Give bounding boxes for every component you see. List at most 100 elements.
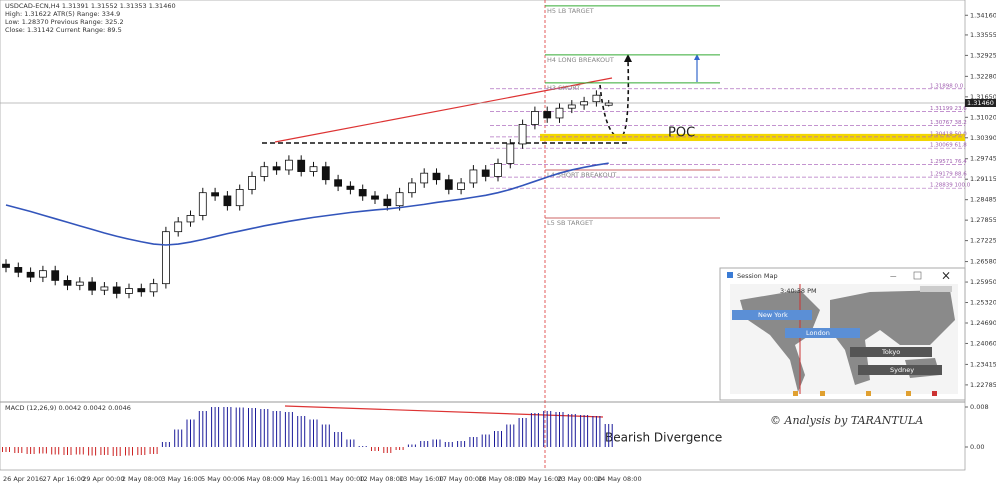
candle-body bbox=[395, 192, 404, 207]
header-line: Close: 1.31142 Current Range: 89.5 bbox=[5, 26, 122, 34]
fib-label: 1.30418 50.0 bbox=[930, 131, 967, 137]
candle-body bbox=[444, 179, 453, 190]
candle-body bbox=[407, 182, 416, 194]
candle-body bbox=[112, 286, 121, 294]
x-tick-label: 19 May 16:00 bbox=[518, 475, 563, 483]
candle-body bbox=[272, 166, 281, 171]
candle-body bbox=[88, 281, 96, 291]
candle-body bbox=[260, 166, 269, 177]
session-bar bbox=[858, 365, 942, 375]
fib-label: 1.29571 76.4 bbox=[930, 159, 967, 165]
candle-body bbox=[334, 179, 343, 187]
session-label: New York bbox=[758, 311, 788, 319]
y-tick-label: 1.31650 bbox=[970, 93, 996, 101]
candle-body bbox=[494, 163, 502, 177]
x-tick-label: 6 May 08:00 bbox=[241, 475, 281, 483]
maximize[interactable] bbox=[913, 271, 922, 280]
session-map: Session Map — × 3:40:38 PM New York Lond… bbox=[719, 267, 966, 401]
candle-body bbox=[383, 198, 392, 207]
y-tick-label: 0.008 bbox=[970, 403, 989, 411]
y-tick-label: 1.30390 bbox=[970, 134, 996, 142]
candle-body bbox=[161, 231, 170, 285]
candle-body bbox=[186, 215, 195, 223]
candle-body bbox=[223, 195, 232, 207]
candle-body bbox=[235, 189, 244, 207]
annotation: Bearish Divergence bbox=[605, 431, 722, 445]
x-tick-label: 18 May 08:00 bbox=[478, 475, 523, 483]
window-icon bbox=[727, 272, 733, 278]
session-tick bbox=[906, 391, 911, 396]
session-tick bbox=[866, 391, 871, 396]
candle-body bbox=[432, 172, 441, 181]
session-tick bbox=[793, 391, 798, 396]
y-tick-label: 1.25950 bbox=[970, 278, 996, 286]
candle-body bbox=[580, 101, 588, 106]
fib-label: 1.31199 23.6 bbox=[930, 106, 967, 112]
candle-body bbox=[137, 288, 146, 293]
y-tick-label: 1.23415 bbox=[970, 360, 996, 368]
candle-body bbox=[63, 280, 72, 286]
candle-body bbox=[149, 283, 158, 293]
x-tick-label: 23 May 00:00 bbox=[557, 475, 602, 483]
minimize[interactable]: — bbox=[890, 272, 897, 280]
candle-body bbox=[248, 176, 256, 190]
candle-body bbox=[457, 182, 466, 190]
fib-label: 1.29179 88.6 bbox=[930, 172, 967, 178]
candle-body bbox=[284, 159, 293, 171]
candle-body bbox=[75, 281, 84, 286]
candle-body bbox=[51, 270, 60, 281]
map-marker bbox=[920, 286, 952, 292]
session-label: London bbox=[806, 329, 830, 337]
session-tick bbox=[932, 391, 937, 396]
clock: 3:40:38 PM bbox=[780, 287, 817, 295]
candle-body bbox=[26, 271, 35, 278]
price-label: 1.31460 bbox=[967, 99, 994, 107]
x-tick-label: 27 Apr 16:00 bbox=[43, 475, 85, 483]
x-tick-label: 11 May 00:00 bbox=[320, 475, 365, 483]
continent bbox=[830, 290, 955, 385]
candle-body bbox=[371, 195, 379, 200]
x-tick-label: 17 May 00:00 bbox=[439, 475, 484, 483]
candle-body bbox=[481, 169, 490, 177]
candle-body bbox=[2, 263, 10, 268]
level-label: H4 LONG BREAKOUT bbox=[547, 56, 614, 64]
candle-body bbox=[14, 267, 23, 273]
session-label: Sydney bbox=[890, 366, 914, 374]
price-box bbox=[965, 99, 996, 108]
arrow-head bbox=[694, 54, 700, 60]
candle-body bbox=[358, 189, 367, 197]
candle-body bbox=[555, 107, 564, 119]
x-tick-label: 26 Apr 2016 bbox=[3, 475, 43, 483]
y-tick-label: 1.22785 bbox=[970, 381, 996, 389]
poc-label: POC bbox=[668, 125, 695, 140]
candle-body bbox=[100, 286, 109, 291]
y-tick-label: 1.31020 bbox=[970, 113, 996, 121]
x-tick-label: 24 May 08:00 bbox=[597, 475, 642, 483]
trend-line bbox=[274, 77, 613, 143]
session-label: Tokyo bbox=[881, 348, 900, 356]
y-tick-label: 1.32280 bbox=[970, 72, 996, 80]
y-tick-label: 1.34160 bbox=[970, 11, 996, 19]
window-title: Session Map bbox=[737, 272, 778, 280]
candle-body bbox=[309, 166, 318, 172]
candle-body bbox=[420, 172, 429, 184]
candle-body bbox=[469, 169, 478, 184]
y-tick-label: 1.29115 bbox=[970, 175, 996, 183]
candle-body bbox=[506, 143, 515, 164]
y-tick-label: 0.00 bbox=[970, 443, 984, 451]
candle-body bbox=[531, 111, 539, 125]
candle-body bbox=[592, 94, 601, 103]
close[interactable]: × bbox=[941, 269, 951, 283]
x-tick-label: 5 May 00:00 bbox=[201, 475, 241, 483]
session-bar bbox=[785, 328, 860, 338]
session-bar bbox=[732, 310, 812, 320]
level-label: L5 SB TARGET bbox=[547, 219, 593, 227]
poc-band bbox=[540, 133, 965, 142]
candle-body bbox=[321, 166, 330, 181]
candle-body bbox=[198, 192, 207, 216]
x-tick-label: 29 Apr 00:00 bbox=[82, 475, 124, 483]
y-tick-label: 1.28485 bbox=[970, 196, 996, 204]
y-tick-label: 1.27855 bbox=[970, 216, 996, 224]
macd-label: MACD (12,26,9) 0.0042 0.0042 0.0046 bbox=[5, 404, 131, 412]
